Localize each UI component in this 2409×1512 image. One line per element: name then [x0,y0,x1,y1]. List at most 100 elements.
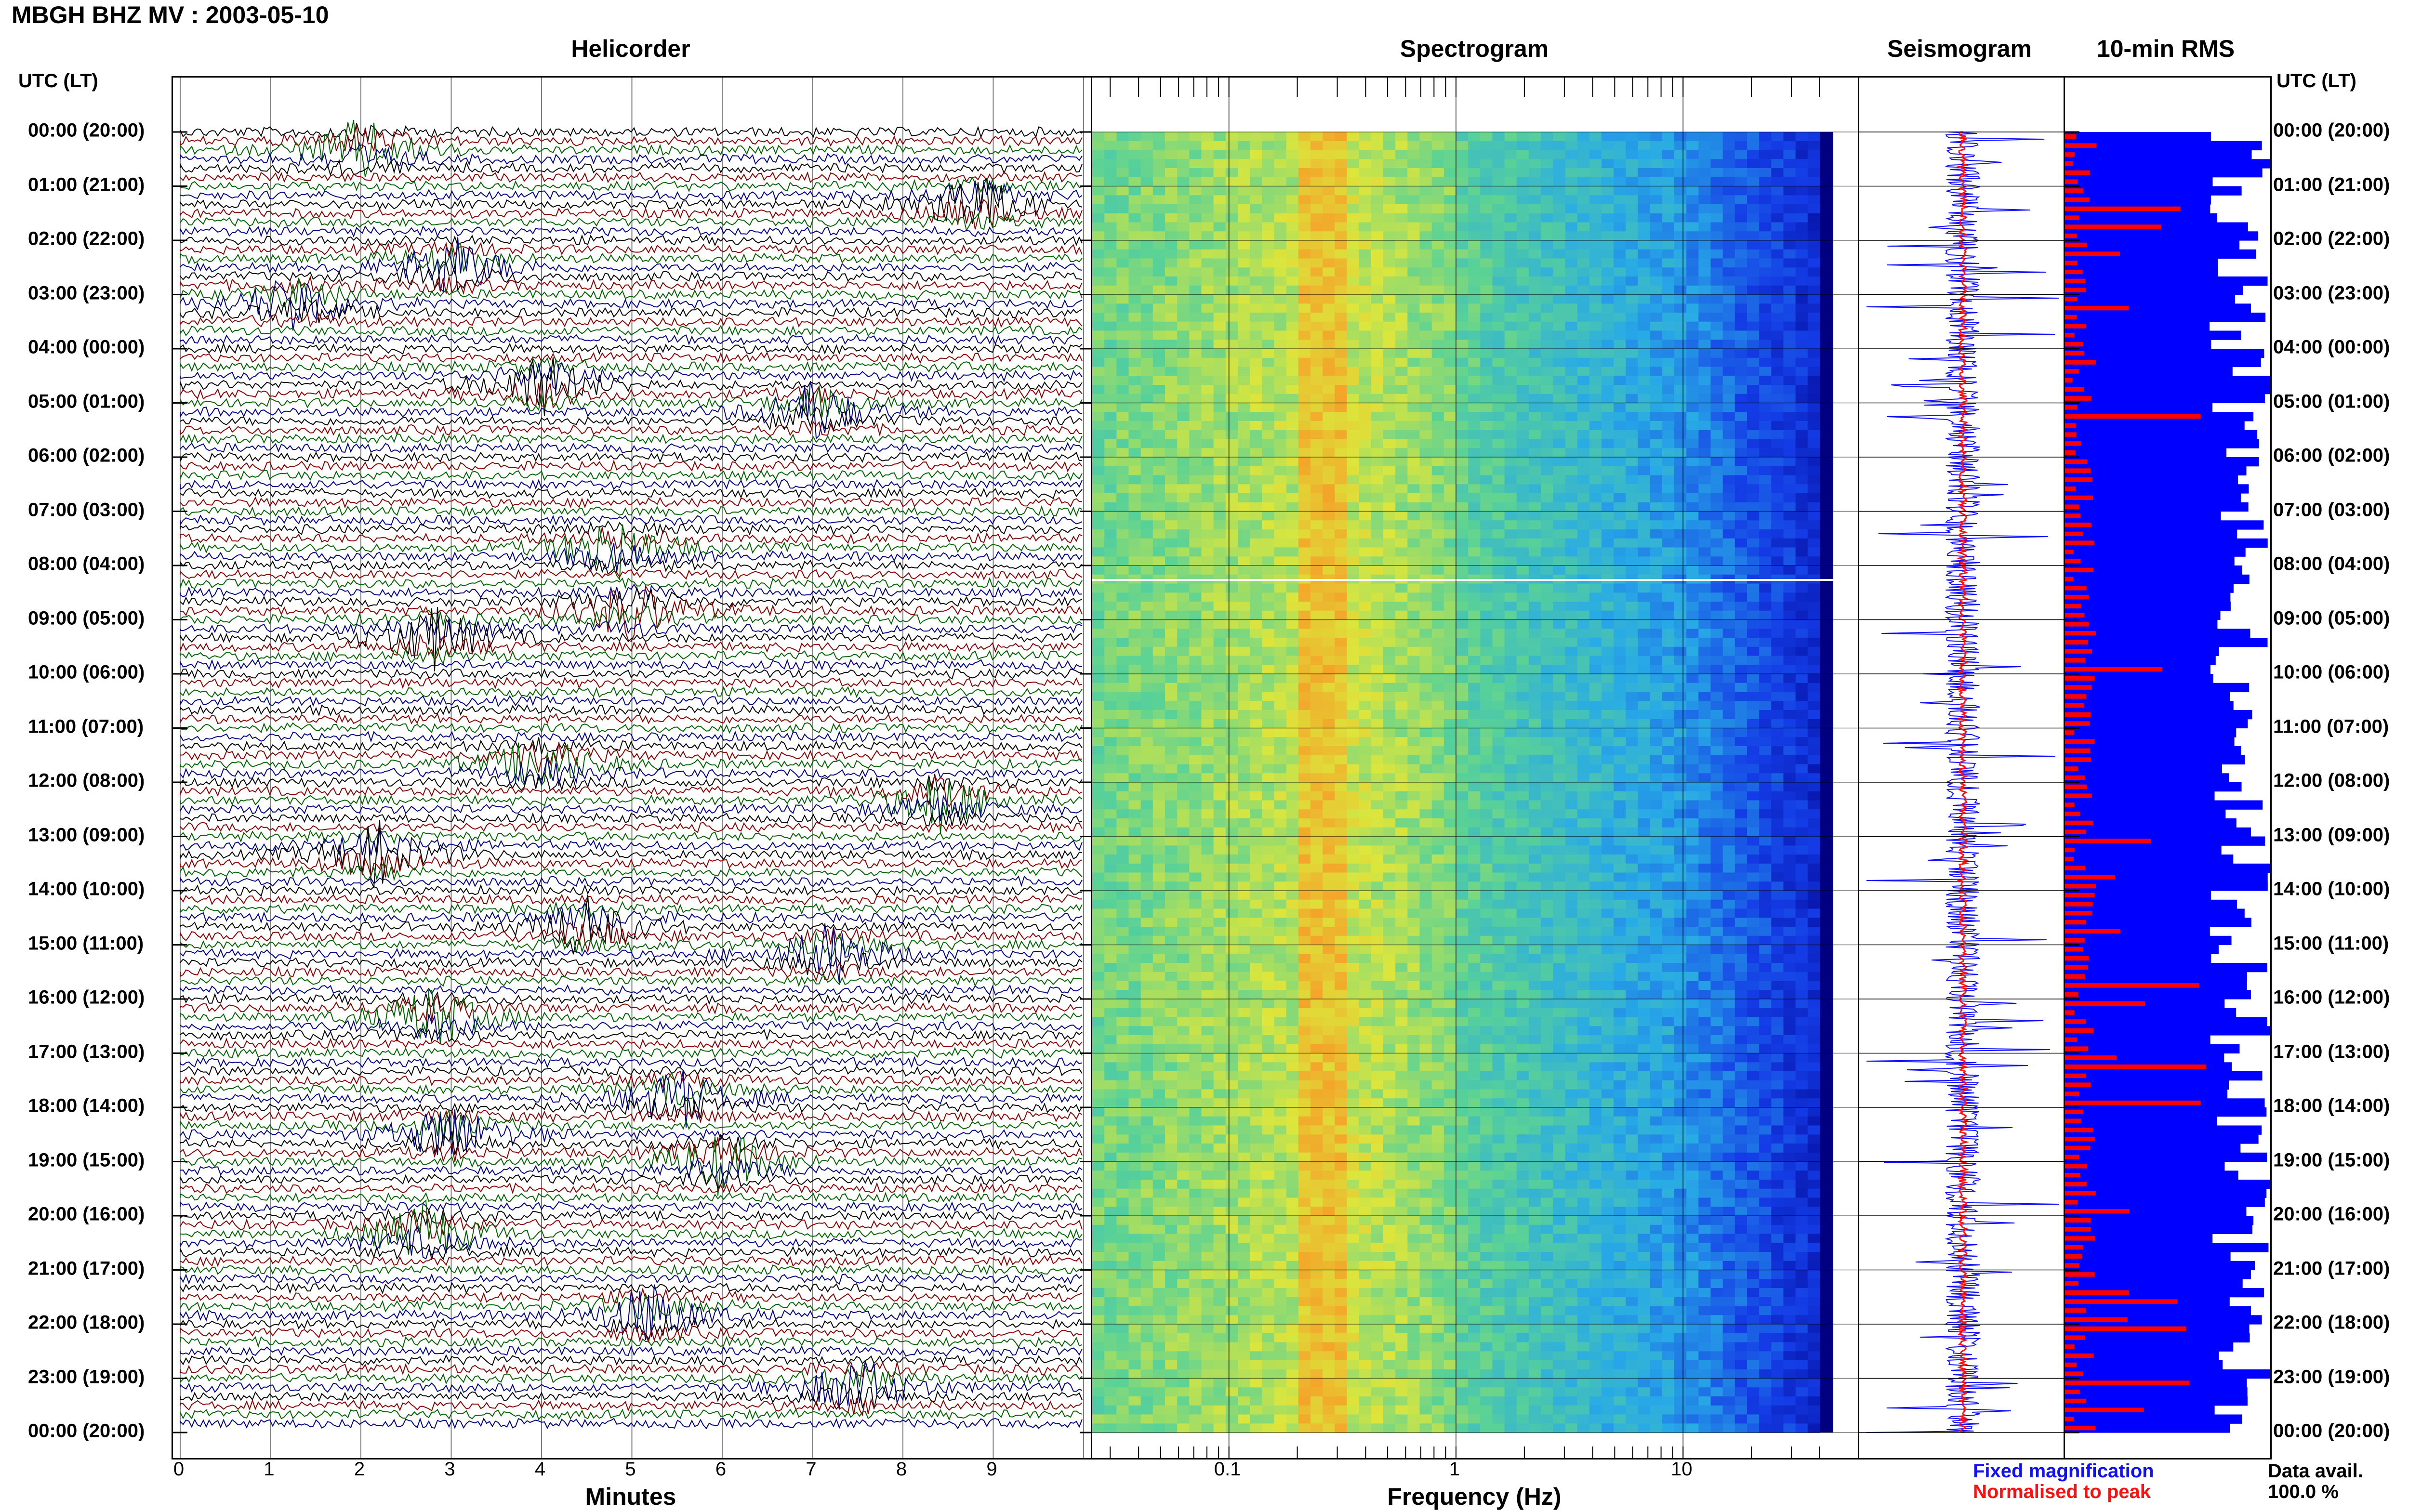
rms-peak-bar [2065,342,2083,347]
rms-fixed-bar [2065,430,2257,440]
time-label-right: 20:00 (16:00) [2273,1203,2390,1225]
rms-fixed-bar [2065,385,2270,394]
rms-peak-bar [2065,920,2086,925]
helicorder-trace [180,176,1083,194]
rms-peak-bar [2065,1371,2083,1376]
rms-peak-bar [2065,604,2081,609]
rms-peak-bar [2065,450,2076,455]
helicorder-trace [180,1316,1083,1341]
helicorder-trace [180,1243,1083,1261]
rms-peak-bar [2065,929,2120,934]
rms-peak-bar [2065,911,2092,916]
rms-peak-bar [2065,829,2086,834]
seismogram-title: Seismogram [1887,35,2032,62]
time-label-left: 13:00 (09:00) [28,824,145,845]
rms-fixed-bar [2065,258,2218,268]
helicorder-tick-label: 7 [806,1459,817,1480]
rms-peak-bar [2065,1136,2095,1142]
rms-peak-bar [2065,233,2077,238]
time-label-right: 23:00 (19:00) [2273,1366,2390,1387]
rms-fixed-bar [2065,674,2213,684]
helicorder-trace [180,442,1083,454]
rms-peak-bar [2065,613,2085,618]
helicorder-trace [180,922,1083,953]
time-label-left: 08:00 (04:00) [28,553,145,575]
helicorder-trace [180,1131,1083,1155]
rms-fixed-bar [2065,484,2249,494]
rms-peak-bar [2065,1299,2178,1304]
legend-fixed-magnification: Fixed magnification [1973,1460,2154,1482]
rms-fixed-bar [2065,1134,2259,1144]
rms-peak-bar [2065,703,2084,708]
time-label-left: 02:00 (22:00) [28,228,145,250]
rms-fixed-bar [2065,565,2242,575]
rms-fixed-bar [2065,1197,2265,1207]
helicorder-trace [180,634,1083,662]
helicorder-trace [180,1335,1083,1349]
rms-fixed-bar [2065,394,2265,404]
helicorder-trace [180,352,1083,364]
rms-peak-bar [2065,468,2091,473]
time-label-right: 16:00 (12:00) [2273,986,2390,1008]
rms-fixed-bar [2065,972,2248,982]
rms-fixed-bar [2065,1044,2240,1054]
rms-peak-bar [2065,1019,2086,1024]
rms-peak-bar [2065,315,2077,320]
helicorder-panel [172,76,1093,1459]
helicorder-trace [180,1326,1083,1343]
time-label-left: 03:00 (23:00) [28,282,145,303]
station-title: MBGH BHZ MV : 2003-05-10 [12,1,329,28]
helicorder-trace [180,1070,1083,1128]
rms-fixed-bar [2065,1360,2223,1370]
helicorder-trace [180,758,1083,789]
helicorder-trace [180,894,1083,955]
rms-peak-bar [2065,649,2092,654]
time-label-right: 00:00 (20:00) [2273,119,2390,141]
helicorder-trace [180,1263,1083,1276]
helicorder-trace [180,990,1083,1044]
time-label-left: 17:00 (13:00) [28,1041,145,1062]
helicorder-trace [180,178,1083,224]
rms-peak-bar [2065,956,2089,961]
time-label-right: 12:00 (08:00) [2273,770,2390,791]
rms-peak-bar [2065,721,2090,726]
helicorder-trace [180,730,1083,743]
rms-fixed-bar [2065,1216,2253,1225]
rms-peak-bar [2065,1001,2145,1006]
rms-peak-bar [2065,297,2078,302]
helicorder-trace [180,1200,1083,1213]
helicorder-trace [180,668,1083,680]
helicorder-trace [180,984,1083,996]
helicorder-title: Helicorder [571,35,690,62]
helicorder-tick-label: 4 [534,1459,546,1480]
helicorder-trace [180,1065,1083,1078]
helicorder-trace [180,1027,1083,1043]
rms-fixed-bar [2065,1089,2227,1099]
rms-fixed-bar [2065,330,2241,340]
rms-peak-bar [2065,739,2094,744]
helicorder-trace [180,704,1083,717]
rms-peak-bar [2065,288,2086,292]
helicorder-tick-label: 1 [264,1459,275,1480]
helicorder-trace [180,1047,1083,1059]
rms-peak-bar [2065,1046,2089,1051]
rms-peak-bar [2065,856,2074,862]
helicorder-trace [180,460,1083,473]
helicorder-trace [180,213,1083,232]
rms-fixed-bar [2065,1152,2267,1162]
helicorder-trace [180,583,1083,601]
rms-fixed-bar [2065,728,2237,737]
helicorder-trace [180,586,1083,615]
time-label-left: 19:00 (15:00) [28,1149,145,1170]
rms-fixed-bar [2065,610,2221,620]
rms-peak-bar [2065,594,2089,600]
helicorder-trace [180,381,1083,440]
rms-fixed-bar [2065,349,2264,358]
rms-fixed-bar [2065,1224,2252,1235]
time-label-right: 02:00 (22:00) [2273,228,2390,250]
rms-fixed-bar [2065,538,2268,548]
time-label-left: 12:00 (08:00) [28,770,145,791]
seismogram-panel [1858,76,2065,1459]
helicorder-trace [180,1072,1083,1105]
helicorder-trace [180,159,1083,177]
